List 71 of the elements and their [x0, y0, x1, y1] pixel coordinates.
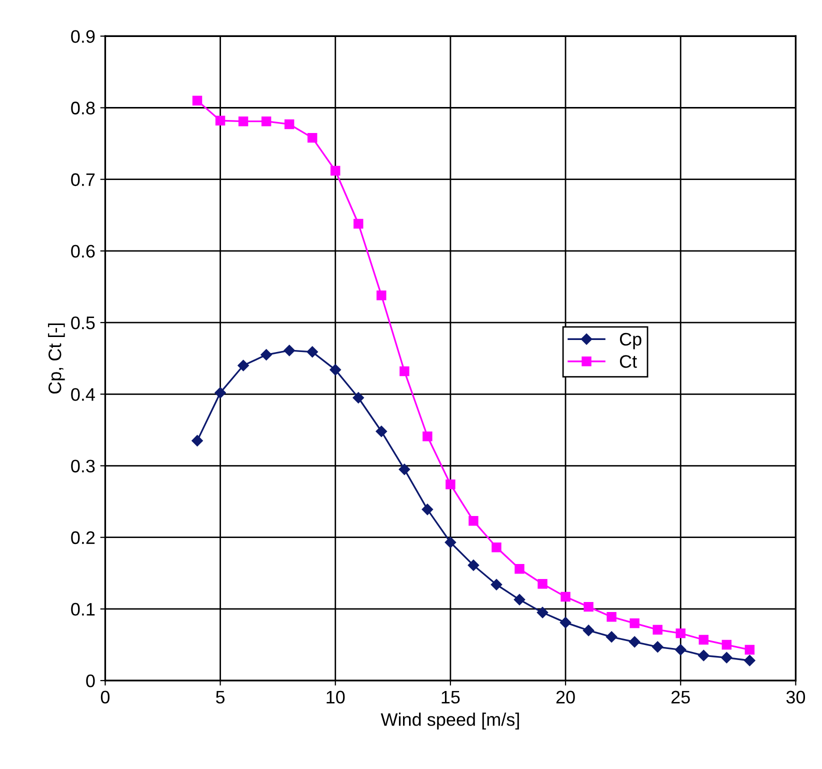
point: [422, 432, 432, 442]
point: [192, 96, 202, 106]
point: [652, 624, 662, 635]
point: [722, 640, 732, 650]
point: [536, 606, 548, 618]
x-tick-label: 10: [326, 690, 345, 704]
point: [468, 560, 480, 571]
point: [492, 542, 502, 552]
point: [330, 364, 341, 376]
point: [584, 602, 594, 612]
x-tick-label: 30: [786, 690, 806, 704]
point: [675, 644, 686, 656]
point: [376, 426, 388, 437]
point: [306, 346, 318, 358]
point: [468, 516, 478, 526]
y-tick-label: 0.7: [71, 173, 95, 186]
point: [582, 624, 594, 636]
point: [514, 594, 526, 606]
point: [560, 592, 570, 602]
point: [284, 344, 295, 356]
point: [628, 636, 640, 648]
y-tick-label: 0.4: [71, 388, 95, 401]
x-axis-title: Wind speed [m/s]: [380, 712, 519, 730]
point: [606, 612, 616, 622]
point: [330, 166, 340, 176]
y-tick-label: 0.3: [71, 460, 95, 472]
y-tick-label: 0.2: [71, 531, 95, 544]
y-axis-title: Cp, Ct [-]: [48, 324, 65, 394]
point: [352, 392, 364, 404]
point: [698, 634, 708, 645]
point: [721, 652, 732, 664]
point: [192, 435, 203, 446]
point: [260, 349, 272, 360]
point: [444, 536, 456, 548]
y-tick-label: 0.6: [71, 244, 95, 258]
point: [215, 116, 226, 126]
y-tick-label: 0: [86, 674, 95, 688]
point: [676, 628, 686, 638]
point: [514, 564, 524, 574]
y-tick-label: 0.1: [71, 602, 95, 616]
y-tick-label: 0.8: [71, 102, 95, 114]
point: [538, 579, 548, 589]
legend-label: Ct: [620, 355, 637, 368]
x-tick-label: 15: [442, 690, 460, 704]
x-tick-label: 0: [100, 690, 110, 704]
point: [376, 290, 386, 300]
legend-label: Cp: [620, 332, 642, 350]
point: [698, 650, 710, 662]
point: [398, 464, 410, 475]
point: [238, 116, 248, 126]
point: [308, 132, 318, 143]
point: [446, 480, 456, 490]
point: [261, 116, 272, 126]
point: [354, 218, 364, 229]
x-tick-label: 5: [216, 690, 225, 704]
point: [652, 641, 664, 653]
point: [606, 631, 618, 642]
point: [214, 387, 226, 398]
point: [422, 504, 434, 516]
x-tick-label: 20: [556, 690, 575, 704]
point: [744, 654, 756, 666]
point: [400, 366, 410, 376]
point: [630, 618, 640, 628]
y-tick-label: 0.5: [71, 316, 95, 330]
point: [284, 119, 294, 130]
point: [238, 360, 249, 372]
x-tick-label: 25: [671, 690, 690, 704]
point: [744, 644, 755, 655]
point: [490, 579, 502, 590]
point: [560, 616, 572, 628]
y-tick-label: 0.9: [71, 30, 95, 43]
